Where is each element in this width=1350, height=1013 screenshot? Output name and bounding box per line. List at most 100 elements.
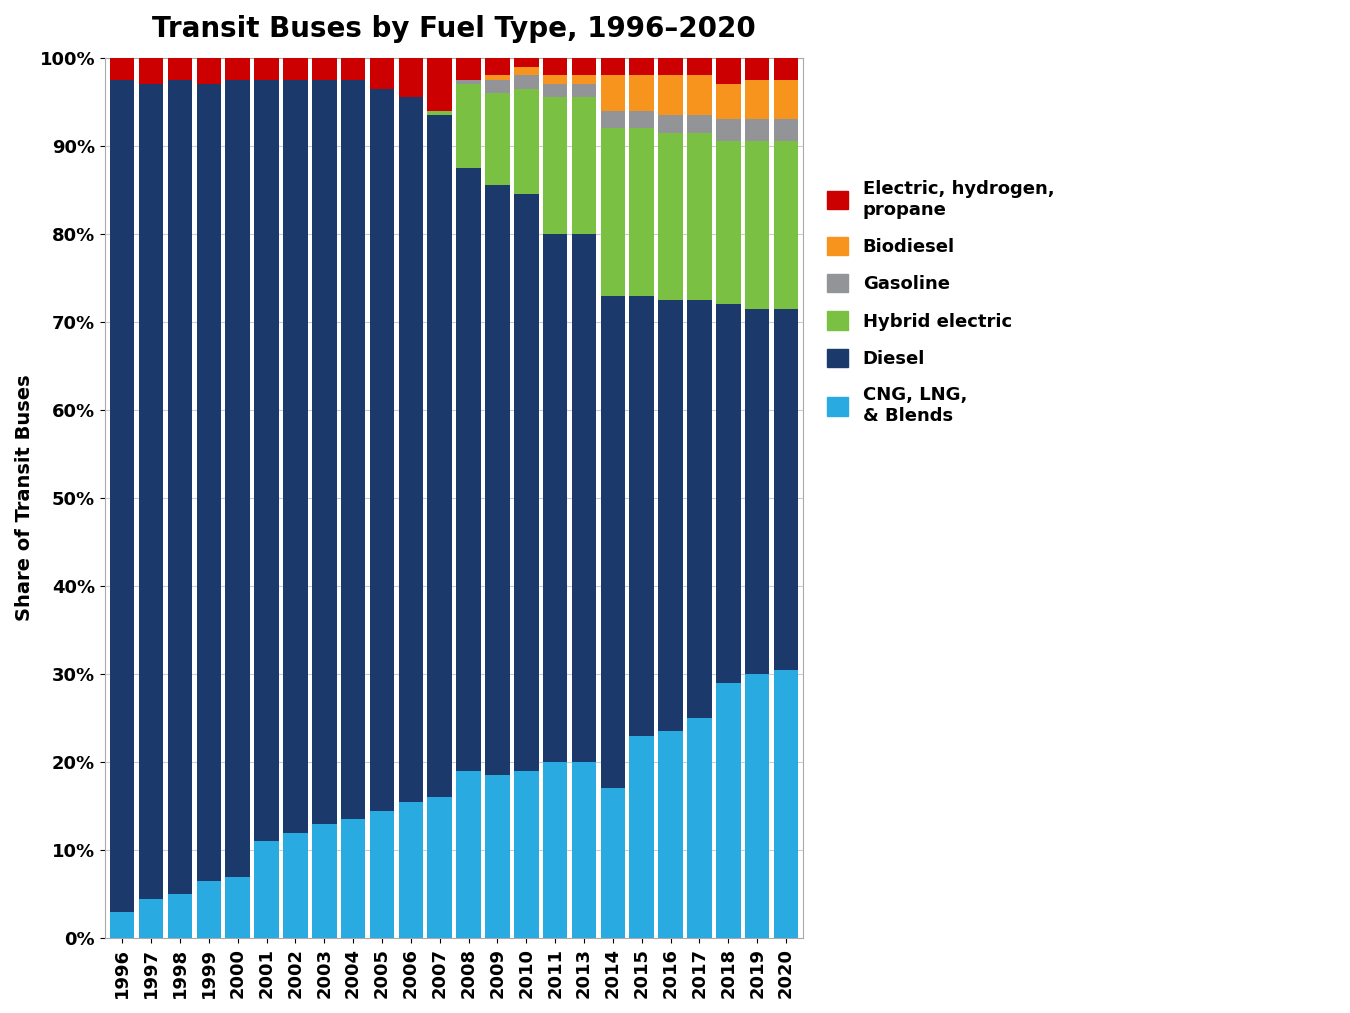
Bar	[571, 58, 597, 75]
Bar	[398, 58, 423, 97]
Bar	[398, 97, 423, 801]
Bar	[109, 58, 135, 80]
Bar	[571, 84, 597, 97]
Bar	[312, 80, 336, 824]
Bar	[514, 67, 539, 75]
Bar	[601, 296, 625, 788]
Bar	[225, 876, 250, 938]
Bar	[659, 300, 683, 731]
Bar	[601, 75, 625, 110]
Bar	[629, 58, 653, 75]
Bar	[514, 771, 539, 938]
Bar	[629, 296, 653, 735]
Bar	[254, 80, 279, 842]
Bar	[485, 80, 510, 93]
Bar	[629, 735, 653, 938]
Bar	[398, 801, 423, 938]
Bar	[659, 58, 683, 75]
Bar	[716, 142, 741, 304]
Bar	[716, 84, 741, 120]
Bar	[514, 58, 539, 67]
Bar	[370, 58, 394, 89]
Bar	[543, 234, 567, 762]
Y-axis label: Share of Transit Buses: Share of Transit Buses	[15, 375, 34, 621]
Bar	[629, 129, 653, 296]
Bar	[543, 762, 567, 938]
Bar	[340, 820, 366, 938]
Bar	[139, 84, 163, 899]
Bar	[167, 894, 192, 938]
Bar	[687, 718, 711, 938]
Bar	[254, 58, 279, 80]
Bar	[745, 674, 769, 938]
Bar	[659, 133, 683, 300]
Bar	[543, 97, 567, 234]
Bar	[312, 824, 336, 938]
Bar	[197, 58, 221, 84]
Bar	[485, 775, 510, 938]
Bar	[428, 110, 452, 115]
Bar	[370, 810, 394, 938]
Bar	[687, 58, 711, 75]
Bar	[659, 75, 683, 115]
Bar	[456, 58, 481, 80]
Bar	[543, 58, 567, 75]
Bar	[284, 58, 308, 80]
Bar	[109, 912, 135, 938]
Bar	[284, 80, 308, 833]
Bar	[745, 58, 769, 80]
Bar	[225, 80, 250, 876]
Bar	[745, 120, 769, 142]
Bar	[571, 234, 597, 762]
Bar	[601, 110, 625, 129]
Bar	[109, 80, 135, 912]
Bar	[601, 58, 625, 75]
Bar	[543, 84, 567, 97]
Legend: Electric, hydrogen,
propane, Biodiesel, Gasoline, Hybrid electric, Diesel, CNG, : Electric, hydrogen, propane, Biodiesel, …	[819, 172, 1061, 433]
Bar	[197, 84, 221, 881]
Bar	[485, 93, 510, 185]
Bar	[456, 80, 481, 84]
Bar	[716, 304, 741, 683]
Bar	[716, 58, 741, 84]
Bar	[428, 797, 452, 938]
Bar	[571, 75, 597, 84]
Bar	[428, 58, 452, 110]
Bar	[774, 80, 798, 120]
Bar	[428, 115, 452, 797]
Bar	[312, 58, 336, 80]
Bar	[340, 58, 366, 80]
Bar	[254, 842, 279, 938]
Bar	[514, 75, 539, 89]
Bar	[139, 899, 163, 938]
Bar	[456, 168, 481, 771]
Bar	[659, 731, 683, 938]
Bar	[340, 80, 366, 820]
Bar	[571, 97, 597, 234]
Bar	[485, 75, 510, 80]
Bar	[716, 683, 741, 938]
Bar	[601, 788, 625, 938]
Bar	[370, 89, 394, 810]
Bar	[659, 115, 683, 133]
Bar	[687, 133, 711, 300]
Title: Transit Buses by Fuel Type, 1996–2020: Transit Buses by Fuel Type, 1996–2020	[153, 15, 756, 43]
Bar	[774, 120, 798, 142]
Bar	[456, 84, 481, 168]
Bar	[774, 142, 798, 309]
Bar	[485, 58, 510, 75]
Bar	[629, 110, 653, 129]
Bar	[543, 75, 567, 84]
Bar	[225, 58, 250, 80]
Bar	[745, 309, 769, 674]
Bar	[687, 115, 711, 133]
Bar	[485, 185, 510, 775]
Bar	[514, 89, 539, 194]
Bar	[514, 194, 539, 771]
Bar	[745, 142, 769, 309]
Bar	[601, 129, 625, 296]
Bar	[571, 762, 597, 938]
Bar	[774, 309, 798, 670]
Bar	[284, 833, 308, 938]
Bar	[745, 80, 769, 120]
